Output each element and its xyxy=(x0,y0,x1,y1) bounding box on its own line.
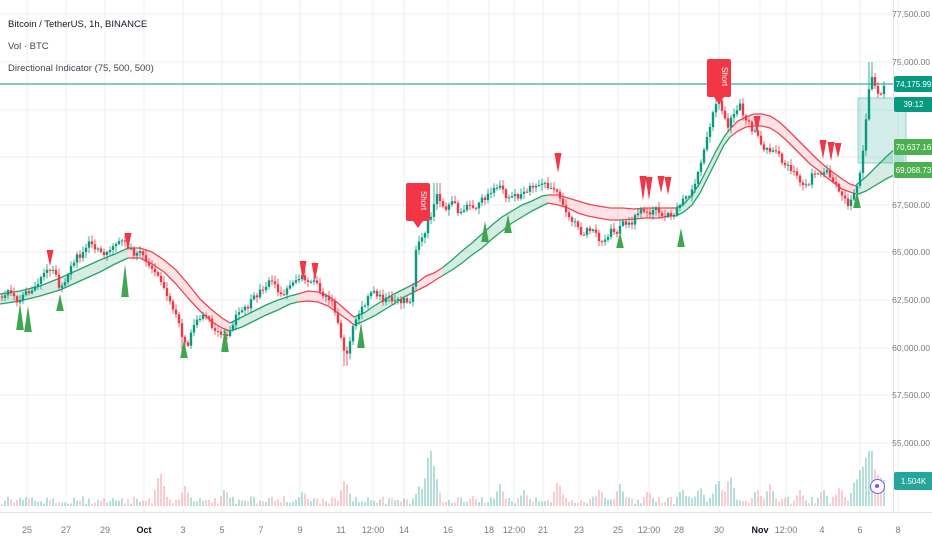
buy-signal-triangle-icon xyxy=(16,303,24,330)
time-tick-label: 9 xyxy=(297,525,303,535)
sell-signal-arrow-icon xyxy=(753,116,761,134)
time-axis[interactable]: 25 27 29 Oct 3 5 7 9 11 12:00 14 16 18 12:00 21 23 25 12:… xyxy=(0,512,932,550)
sell-signal-arrow-icon xyxy=(657,176,665,193)
time-tick-label: 12:00 xyxy=(637,525,661,535)
bar-countdown-badge: 39:12 xyxy=(894,97,932,112)
buy-signal-triangle-icon xyxy=(56,294,64,311)
buy-signal-triangle-icon xyxy=(504,214,512,233)
time-tick-label: 5 xyxy=(219,525,225,535)
sell-signal-arrow-icon xyxy=(299,261,307,281)
buy-signal-triangle-icon xyxy=(180,340,188,358)
sell-signal-arrow-icon xyxy=(124,233,132,250)
short-signal-text: Short xyxy=(720,67,729,87)
time-tick-label: 3 xyxy=(180,525,186,535)
band-lower-badge: 69,068.73 xyxy=(894,162,932,178)
price-tick-label: 57,500.00 xyxy=(892,390,930,400)
sell-signal-arrow-icon xyxy=(819,140,827,159)
price-tick-label: 67,500.00 xyxy=(892,200,930,210)
volume-indicator-label[interactable]: Vol · BTC xyxy=(8,41,49,52)
time-tick-label: 30 xyxy=(713,525,725,535)
buy-signal-triangle-icon xyxy=(221,327,229,352)
sell-signal-arrow-icon xyxy=(311,263,319,281)
sell-signal-arrow-icon xyxy=(645,177,653,200)
sell-signal-arrow-icon xyxy=(827,142,835,161)
time-tick-label: 27 xyxy=(60,525,72,535)
time-tick-label: 29 xyxy=(99,525,111,535)
band-upper-badge: 70,637.16 xyxy=(894,139,932,155)
time-tick-label: 16 xyxy=(442,525,454,535)
short-signal-label[interactable] xyxy=(707,59,731,97)
time-tick-label: 4 xyxy=(819,525,825,535)
time-tick-label: 12:00 xyxy=(502,525,526,535)
sell-signal-arrow-icon xyxy=(834,143,842,158)
price-axis[interactable]: 74,175.99 39:12 70,637.16 69,068.73 1.50… xyxy=(892,0,932,512)
price-tick-label: 77,500.00 xyxy=(892,9,930,19)
time-tick-label: 8 xyxy=(895,525,901,535)
time-tick-label: 6 xyxy=(857,525,863,535)
time-tick-label: 14 xyxy=(398,525,410,535)
short-signal-text: Short xyxy=(419,191,428,211)
time-tick-label: Oct xyxy=(136,525,152,535)
time-tick-label: 7 xyxy=(258,525,264,535)
short-signal-label[interactable] xyxy=(406,183,430,221)
sell-signal-arrow-icon xyxy=(46,250,54,266)
price-tick-label: 62,500.00 xyxy=(892,295,930,305)
buy-signal-triangle-icon xyxy=(616,232,624,248)
buy-signal-triangle-icon xyxy=(481,221,489,242)
directional-indicator-label[interactable]: Directional Indicator (75, 500, 500) xyxy=(8,63,154,74)
symbol-title[interactable]: Bitcoin / TetherUS, 1h, BINANCE xyxy=(8,19,148,30)
sell-signal-arrow-icon xyxy=(664,177,672,195)
time-tick-label: 25 xyxy=(612,525,624,535)
buy-signal-triangle-icon xyxy=(677,228,685,247)
time-tick-label: 12:00 xyxy=(361,525,385,535)
buy-signal-triangle-icon xyxy=(853,191,861,208)
price-tick-label: 65,000.00 xyxy=(892,247,930,257)
price-tick-label: 55,000.00 xyxy=(892,438,930,448)
quick-action-button[interactable] xyxy=(870,479,885,494)
sell-signal-arrow-icon xyxy=(554,153,562,173)
price-tick-label: 75,000.00 xyxy=(892,57,930,67)
time-tick-label: 12:00 xyxy=(774,525,798,535)
buy-signal-triangle-icon xyxy=(121,264,129,297)
time-tick-label: 18 xyxy=(483,525,495,535)
last-price-badge: 74,175.99 xyxy=(894,76,932,92)
sell-signal-arrow-icon xyxy=(639,176,647,201)
price-tick-label: 60,000.00 xyxy=(892,343,930,353)
time-tick-label: 23 xyxy=(573,525,585,535)
time-tick-label: Nov xyxy=(751,525,769,535)
time-tick-label: 21 xyxy=(537,525,549,535)
buy-signal-triangle-icon xyxy=(24,306,32,332)
time-tick-label: 28 xyxy=(673,525,685,535)
chart-legend: Bitcoin / TetherUS, 1h, BINANCE Vol · BT… xyxy=(8,14,154,80)
time-tick-label: 11 xyxy=(336,525,346,535)
time-tick-label: 25 xyxy=(21,525,33,535)
buy-signal-triangle-icon xyxy=(357,322,365,348)
volume-value-badge: 1.504K xyxy=(894,472,932,490)
